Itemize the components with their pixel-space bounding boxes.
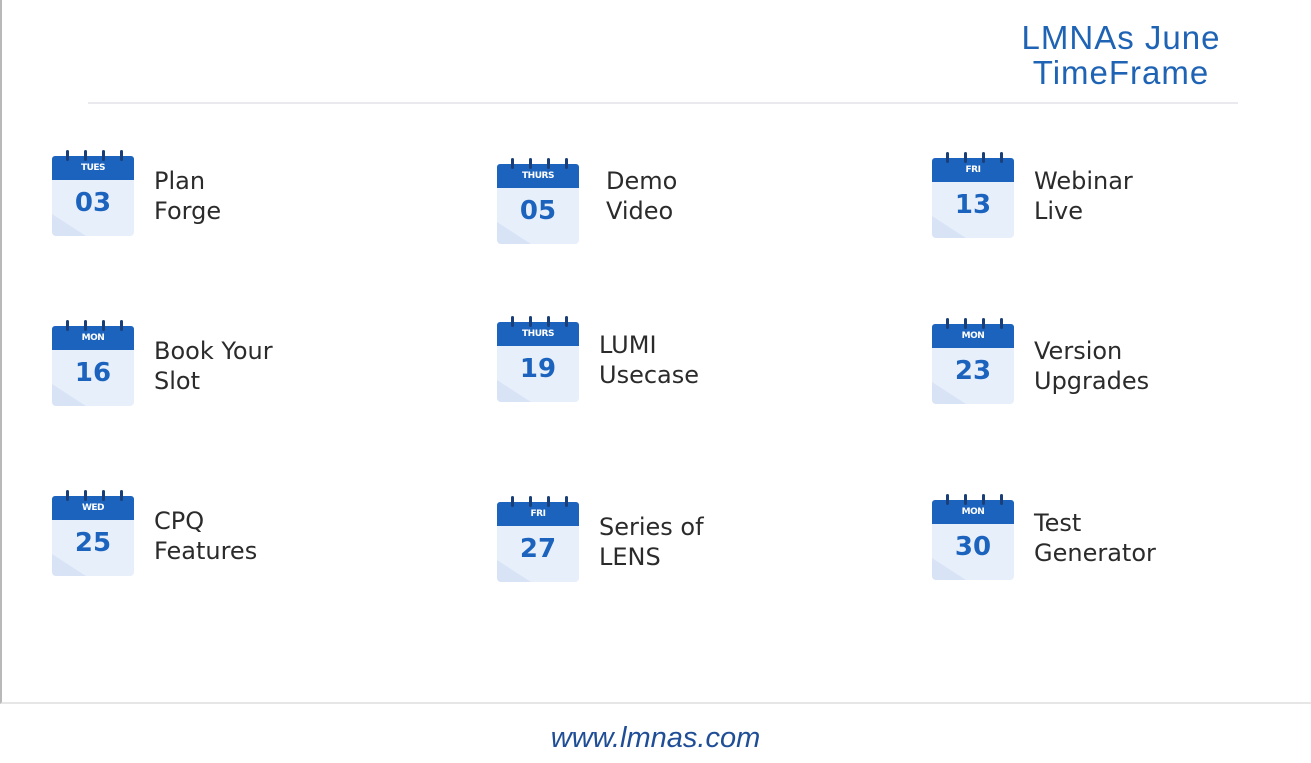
calendar-icon: FRI 27	[497, 496, 579, 582]
event-label-line-2: Features	[154, 537, 258, 565]
event-label: LUMI Usecase	[599, 330, 699, 390]
event-item: THURS 19 LUMI Usecase	[497, 316, 699, 402]
event-label: Plan Forge	[154, 166, 221, 226]
event-label-line-1: Test	[1034, 509, 1082, 537]
calendar-day: 13	[954, 190, 992, 220]
event-label: CPQ Features	[154, 506, 257, 566]
event-label-line-1: Demo	[606, 167, 678, 195]
calendar-icon: WED 25	[52, 490, 134, 576]
title-line-1: LMNAs June	[1021, 19, 1221, 56]
event-label-line-2: Upgrades	[1034, 367, 1150, 395]
event-label: Demo Video	[606, 166, 677, 226]
calendar-day: 16	[74, 358, 112, 388]
event-label-line-2: Forge	[154, 197, 222, 225]
calendar-day: 30	[954, 532, 992, 562]
event-item: MON 23 Version Upgrades	[932, 318, 1149, 404]
calendar-day: 27	[519, 534, 557, 564]
title-line-2: TimeFrame	[1032, 54, 1210, 91]
event-label-line-1: CPQ	[154, 507, 205, 535]
event-label-line-1: Series of	[599, 513, 704, 541]
calendar-weekday: WED	[52, 496, 134, 520]
event-item: TUES 03 Plan Forge	[52, 150, 221, 236]
event-label-line-2: Video	[606, 197, 674, 225]
calendar-day: 23	[954, 356, 992, 386]
event-label-line-1: Webinar	[1034, 167, 1133, 195]
calendar-day: 05	[519, 196, 557, 226]
event-label-line-2: LENS	[599, 543, 661, 571]
event-item: MON 16 Book Your Slot	[52, 320, 273, 406]
event-label: Version Upgrades	[1034, 336, 1149, 396]
calendar-day: 03	[74, 188, 112, 218]
event-label: Series of LENS	[599, 512, 704, 572]
event-item: FRI 27 Series of LENS	[497, 496, 704, 582]
calendar-icon: THURS 19	[497, 316, 579, 402]
event-label-line-2: Usecase	[599, 361, 700, 389]
timeframe-card: LMNAs June TimeFrame TUES 03 Plan Forge …	[0, 0, 1311, 704]
calendar-icon: MON 23	[932, 318, 1014, 404]
calendar-icon: TUES 03	[52, 150, 134, 236]
event-label: Test Generator	[1034, 508, 1156, 568]
event-label-line-2: Generator	[1034, 539, 1156, 567]
calendar-icon: THURS 05	[497, 158, 579, 244]
event-label-line-2: Slot	[154, 367, 200, 395]
event-item: THURS 05 Demo Video	[497, 158, 677, 244]
calendar-day: 25	[74, 528, 112, 558]
page-title: LMNAs June TimeFrame	[1001, 20, 1241, 90]
event-label-line-2: Live	[1034, 197, 1084, 225]
event-label: Webinar Live	[1034, 166, 1133, 226]
calendar-day: 19	[519, 354, 557, 384]
event-label-line-1: LUMI	[599, 331, 657, 359]
header-divider	[88, 102, 1238, 104]
calendar-icon: FRI 13	[932, 152, 1014, 238]
calendar-icon: MON 16	[52, 320, 134, 406]
event-label: Book Your Slot	[154, 336, 273, 396]
event-label-line-1: Version	[1034, 337, 1123, 365]
event-item: MON 30 Test Generator	[932, 494, 1156, 580]
calendar-icon: MON 30	[932, 494, 1014, 580]
event-label-line-1: Book Your	[154, 337, 273, 365]
event-item: FRI 13 Webinar Live	[932, 152, 1133, 238]
event-label-line-1: Plan	[154, 167, 206, 195]
footer-url[interactable]: www.lmnas.com	[550, 722, 761, 754]
event-item: WED 25 CPQ Features	[52, 490, 257, 576]
